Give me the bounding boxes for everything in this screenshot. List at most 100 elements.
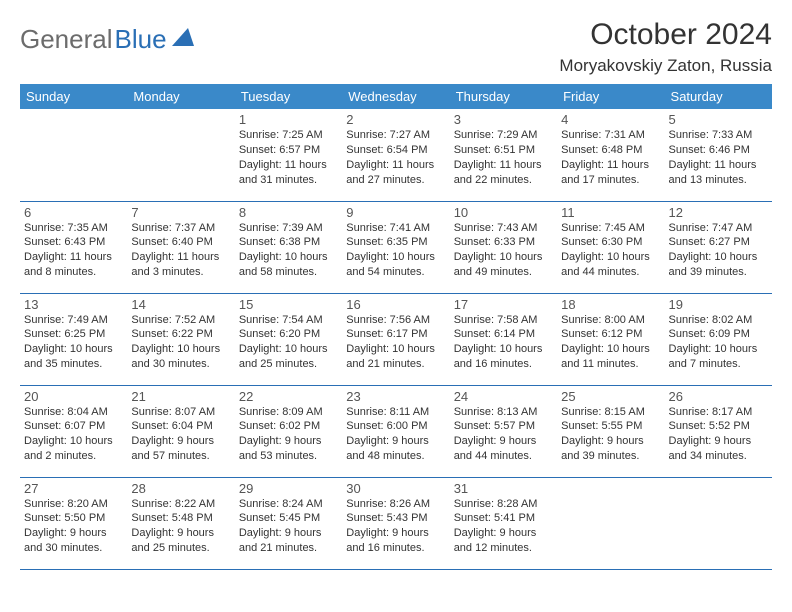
day-number: 21 <box>131 389 230 404</box>
calendar-day-cell: 5Sunrise: 7:33 AMSunset: 6:46 PMDaylight… <box>665 109 772 201</box>
calendar-day-cell: 19Sunrise: 8:02 AMSunset: 6:09 PMDayligh… <box>665 293 772 385</box>
page: GeneralBlue October 2024 Moryakovskiy Za… <box>0 0 792 570</box>
calendar-day-cell: 4Sunrise: 7:31 AMSunset: 6:48 PMDaylight… <box>557 109 664 201</box>
day-number: 24 <box>454 389 553 404</box>
calendar-day-cell: 10Sunrise: 7:43 AMSunset: 6:33 PMDayligh… <box>450 201 557 293</box>
calendar-day-cell: 2Sunrise: 7:27 AMSunset: 6:54 PMDaylight… <box>342 109 449 201</box>
day-details: Sunrise: 7:54 AMSunset: 6:20 PMDaylight:… <box>239 313 338 372</box>
day-number: 9 <box>346 205 445 220</box>
day-details: Sunrise: 7:27 AMSunset: 6:54 PMDaylight:… <box>346 128 445 187</box>
calendar-day-cell: 30Sunrise: 8:26 AMSunset: 5:43 PMDayligh… <box>342 477 449 569</box>
calendar-day-cell: 14Sunrise: 7:52 AMSunset: 6:22 PMDayligh… <box>127 293 234 385</box>
calendar-day-cell: 3Sunrise: 7:29 AMSunset: 6:51 PMDaylight… <box>450 109 557 201</box>
calendar-day-cell: 24Sunrise: 8:13 AMSunset: 5:57 PMDayligh… <box>450 385 557 477</box>
calendar-day-cell: 1Sunrise: 7:25 AMSunset: 6:57 PMDaylight… <box>235 109 342 201</box>
day-number: 3 <box>454 112 553 127</box>
calendar-day-cell <box>665 477 772 569</box>
day-number: 30 <box>346 481 445 496</box>
day-number: 16 <box>346 297 445 312</box>
day-details: Sunrise: 8:13 AMSunset: 5:57 PMDaylight:… <box>454 405 553 464</box>
calendar-week-row: 13Sunrise: 7:49 AMSunset: 6:25 PMDayligh… <box>20 293 772 385</box>
day-number: 17 <box>454 297 553 312</box>
logo-blue-text: Blue <box>115 24 167 55</box>
calendar-day-cell: 20Sunrise: 8:04 AMSunset: 6:07 PMDayligh… <box>20 385 127 477</box>
day-details: Sunrise: 8:09 AMSunset: 6:02 PMDaylight:… <box>239 405 338 464</box>
calendar-day-cell: 28Sunrise: 8:22 AMSunset: 5:48 PMDayligh… <box>127 477 234 569</box>
day-details: Sunrise: 7:39 AMSunset: 6:38 PMDaylight:… <box>239 221 338 280</box>
day-details: Sunrise: 8:04 AMSunset: 6:07 PMDaylight:… <box>24 405 123 464</box>
day-number: 5 <box>669 112 768 127</box>
calendar-day-cell: 12Sunrise: 7:47 AMSunset: 6:27 PMDayligh… <box>665 201 772 293</box>
weekday-header: Thursday <box>450 84 557 109</box>
calendar-day-cell: 26Sunrise: 8:17 AMSunset: 5:52 PMDayligh… <box>665 385 772 477</box>
calendar-day-cell: 15Sunrise: 7:54 AMSunset: 6:20 PMDayligh… <box>235 293 342 385</box>
day-number: 19 <box>669 297 768 312</box>
day-number: 1 <box>239 112 338 127</box>
day-number: 4 <box>561 112 660 127</box>
calendar-day-cell: 23Sunrise: 8:11 AMSunset: 6:00 PMDayligh… <box>342 385 449 477</box>
day-number: 20 <box>24 389 123 404</box>
day-number: 14 <box>131 297 230 312</box>
day-details: Sunrise: 8:24 AMSunset: 5:45 PMDaylight:… <box>239 497 338 556</box>
weekday-header: Sunday <box>20 84 127 109</box>
calendar-day-cell: 27Sunrise: 8:20 AMSunset: 5:50 PMDayligh… <box>20 477 127 569</box>
day-details: Sunrise: 7:52 AMSunset: 6:22 PMDaylight:… <box>131 313 230 372</box>
day-details: Sunrise: 7:31 AMSunset: 6:48 PMDaylight:… <box>561 128 660 187</box>
weekday-header: Saturday <box>665 84 772 109</box>
day-details: Sunrise: 7:37 AMSunset: 6:40 PMDaylight:… <box>131 221 230 280</box>
logo-triangle-icon <box>172 28 194 51</box>
calendar-day-cell: 29Sunrise: 8:24 AMSunset: 5:45 PMDayligh… <box>235 477 342 569</box>
day-number: 26 <box>669 389 768 404</box>
day-number: 15 <box>239 297 338 312</box>
day-number: 31 <box>454 481 553 496</box>
day-number: 6 <box>24 205 123 220</box>
day-number: 28 <box>131 481 230 496</box>
day-number: 2 <box>346 112 445 127</box>
calendar-day-cell: 7Sunrise: 7:37 AMSunset: 6:40 PMDaylight… <box>127 201 234 293</box>
calendar-day-cell: 31Sunrise: 8:28 AMSunset: 5:41 PMDayligh… <box>450 477 557 569</box>
day-number: 11 <box>561 205 660 220</box>
weekday-header: Tuesday <box>235 84 342 109</box>
calendar-week-row: 27Sunrise: 8:20 AMSunset: 5:50 PMDayligh… <box>20 477 772 569</box>
calendar-day-cell <box>20 109 127 201</box>
day-number: 10 <box>454 205 553 220</box>
calendar-day-cell: 9Sunrise: 7:41 AMSunset: 6:35 PMDaylight… <box>342 201 449 293</box>
calendar-week-row: 6Sunrise: 7:35 AMSunset: 6:43 PMDaylight… <box>20 201 772 293</box>
day-details: Sunrise: 8:00 AMSunset: 6:12 PMDaylight:… <box>561 313 660 372</box>
day-number: 23 <box>346 389 445 404</box>
weekday-header-row: Sunday Monday Tuesday Wednesday Thursday… <box>20 84 772 109</box>
day-details: Sunrise: 8:07 AMSunset: 6:04 PMDaylight:… <box>131 405 230 464</box>
day-number: 13 <box>24 297 123 312</box>
day-number: 12 <box>669 205 768 220</box>
day-details: Sunrise: 7:35 AMSunset: 6:43 PMDaylight:… <box>24 221 123 280</box>
calendar-day-cell: 25Sunrise: 8:15 AMSunset: 5:55 PMDayligh… <box>557 385 664 477</box>
location: Moryakovskiy Zaton, Russia <box>559 56 772 76</box>
day-details: Sunrise: 7:25 AMSunset: 6:57 PMDaylight:… <box>239 128 338 187</box>
day-number: 8 <box>239 205 338 220</box>
weekday-header: Monday <box>127 84 234 109</box>
day-details: Sunrise: 7:41 AMSunset: 6:35 PMDaylight:… <box>346 221 445 280</box>
logo-general-text: General <box>20 24 113 55</box>
calendar-day-cell <box>127 109 234 201</box>
logo: GeneralBlue <box>20 18 194 55</box>
day-details: Sunrise: 8:02 AMSunset: 6:09 PMDaylight:… <box>669 313 768 372</box>
day-number: 29 <box>239 481 338 496</box>
calendar-day-cell: 16Sunrise: 7:56 AMSunset: 6:17 PMDayligh… <box>342 293 449 385</box>
day-details: Sunrise: 8:15 AMSunset: 5:55 PMDaylight:… <box>561 405 660 464</box>
day-details: Sunrise: 7:47 AMSunset: 6:27 PMDaylight:… <box>669 221 768 280</box>
calendar-day-cell: 21Sunrise: 8:07 AMSunset: 6:04 PMDayligh… <box>127 385 234 477</box>
calendar-day-cell: 18Sunrise: 8:00 AMSunset: 6:12 PMDayligh… <box>557 293 664 385</box>
calendar-week-row: 1Sunrise: 7:25 AMSunset: 6:57 PMDaylight… <box>20 109 772 201</box>
day-details: Sunrise: 7:29 AMSunset: 6:51 PMDaylight:… <box>454 128 553 187</box>
header: GeneralBlue October 2024 Moryakovskiy Za… <box>20 18 772 76</box>
day-details: Sunrise: 8:17 AMSunset: 5:52 PMDaylight:… <box>669 405 768 464</box>
title-block: October 2024 Moryakovskiy Zaton, Russia <box>559 18 772 76</box>
weekday-header: Wednesday <box>342 84 449 109</box>
day-number: 18 <box>561 297 660 312</box>
day-details: Sunrise: 8:26 AMSunset: 5:43 PMDaylight:… <box>346 497 445 556</box>
day-details: Sunrise: 8:20 AMSunset: 5:50 PMDaylight:… <box>24 497 123 556</box>
calendar-day-cell <box>557 477 664 569</box>
calendar-day-cell: 17Sunrise: 7:58 AMSunset: 6:14 PMDayligh… <box>450 293 557 385</box>
day-details: Sunrise: 7:33 AMSunset: 6:46 PMDaylight:… <box>669 128 768 187</box>
day-number: 7 <box>131 205 230 220</box>
